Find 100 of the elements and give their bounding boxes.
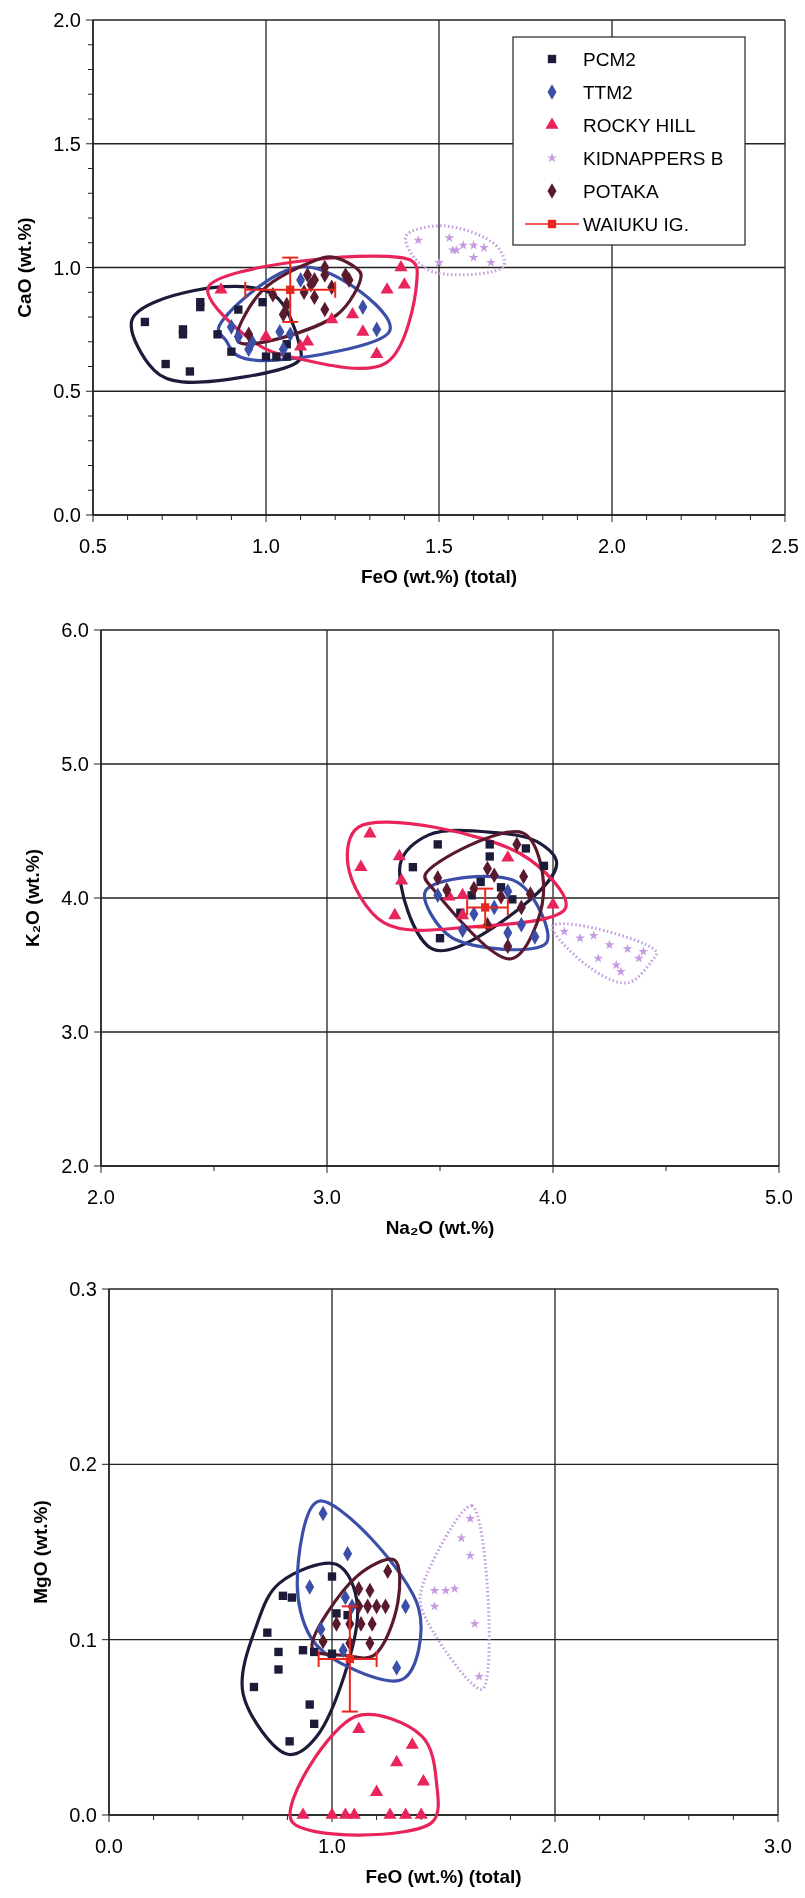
point	[327, 1649, 337, 1658]
x-tick-label: 1.0	[318, 1835, 346, 1857]
point	[485, 840, 494, 849]
point	[465, 1550, 476, 1560]
point	[397, 277, 411, 289]
point	[213, 330, 222, 339]
point	[395, 872, 409, 885]
point	[345, 306, 360, 319]
point	[327, 1572, 337, 1581]
point	[413, 235, 424, 245]
point	[298, 1646, 308, 1655]
point	[485, 852, 494, 861]
legend-label: TTM2	[583, 82, 633, 103]
point	[352, 1721, 366, 1733]
point	[354, 859, 368, 871]
point	[465, 1513, 476, 1523]
point	[444, 232, 455, 242]
point	[258, 297, 267, 307]
point	[435, 934, 445, 943]
point	[394, 259, 408, 272]
y-axis-title: K₂O (wt.%)	[22, 848, 43, 948]
y-tick-label: 2.0	[61, 1155, 89, 1177]
legend-label: PCM2	[583, 49, 636, 70]
point	[214, 282, 228, 294]
point	[416, 1774, 431, 1786]
point	[433, 840, 442, 849]
point	[429, 1601, 440, 1611]
y-tick-label: 1.5	[53, 132, 81, 155]
point	[388, 907, 402, 920]
x-tick-label: 2.0	[598, 535, 626, 557]
point	[392, 848, 406, 861]
point	[370, 1784, 384, 1797]
point	[309, 1647, 319, 1657]
point	[390, 1754, 404, 1767]
point	[356, 324, 370, 336]
point	[259, 329, 273, 341]
point	[399, 1807, 413, 1819]
point	[604, 939, 615, 950]
point	[161, 359, 170, 369]
y-tick-label: 5.0	[61, 753, 89, 775]
point	[332, 1609, 341, 1618]
y-tick-label: 0.0	[69, 1804, 97, 1826]
point	[370, 346, 384, 358]
point	[476, 877, 485, 887]
y-tick-label: 4.0	[61, 887, 89, 909]
point	[263, 1628, 272, 1637]
x-tick-label: 0.0	[95, 1835, 123, 1857]
point	[429, 1585, 440, 1595]
point	[588, 930, 599, 940]
point	[345, 1654, 355, 1664]
x-axis-title: FeO (wt.%) (total)	[365, 1866, 522, 1887]
y-tick-label: 0.1	[69, 1628, 97, 1651]
legend-label: KIDNAPPERS B	[583, 148, 724, 169]
point	[286, 285, 295, 294]
point	[325, 311, 339, 324]
point	[325, 1807, 339, 1819]
point	[185, 367, 195, 376]
point	[196, 297, 205, 307]
point	[638, 946, 649, 956]
point	[539, 861, 549, 871]
legend-label: ROCKY HILL	[583, 115, 696, 136]
point	[272, 352, 281, 361]
point	[456, 887, 470, 900]
x-tick-label: 2.5	[771, 535, 799, 557]
point	[468, 252, 479, 262]
point	[405, 1737, 419, 1749]
x-axis-title: FeO (wt.%) (total)	[360, 566, 518, 587]
point	[485, 257, 496, 267]
legend-label: POTAKA	[583, 181, 659, 202]
y-tick-label: 0.2	[69, 1453, 97, 1476]
point	[300, 334, 315, 346]
point	[474, 1671, 485, 1681]
point	[274, 1647, 283, 1657]
point	[449, 1583, 460, 1593]
y-tick-label: 6.0	[61, 619, 89, 641]
point	[305, 1700, 314, 1709]
y-tick-label: 0.0	[53, 504, 81, 526]
legend-label: WAIUKU IG.	[583, 214, 689, 235]
point	[615, 966, 626, 976]
point	[227, 347, 236, 356]
point	[287, 1593, 297, 1602]
point	[481, 903, 490, 912]
point	[309, 1719, 319, 1729]
point	[458, 240, 469, 250]
point	[559, 926, 570, 936]
x-tick-label: 2.0	[87, 1186, 115, 1208]
point	[456, 1532, 467, 1543]
point	[363, 826, 377, 838]
point	[249, 1682, 259, 1692]
point	[501, 850, 515, 862]
point	[622, 943, 633, 954]
y-tick-label: 2.0	[53, 9, 81, 31]
point	[479, 242, 489, 252]
x-tick-label: 1.0	[252, 535, 280, 557]
point	[261, 352, 271, 361]
point	[611, 959, 622, 970]
x-tick-label: 3.0	[313, 1186, 341, 1208]
x-tick-label: 2.0	[541, 1835, 569, 1857]
point	[456, 907, 470, 920]
point	[234, 305, 243, 314]
